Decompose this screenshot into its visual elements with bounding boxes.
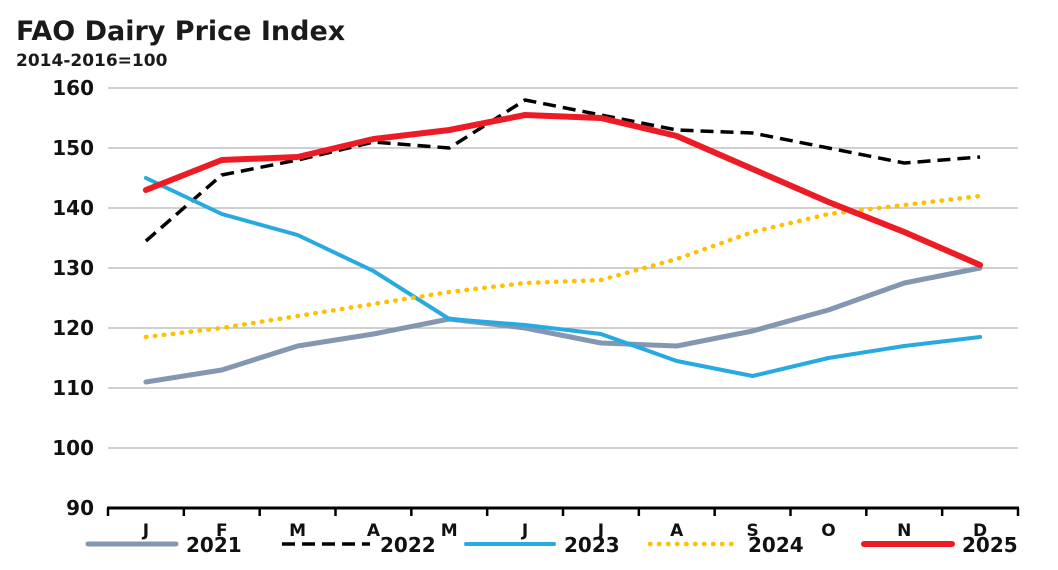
y-tick-label-110: 110: [52, 376, 94, 400]
x-tick-label-12: D: [973, 521, 987, 541]
x-tick-label-1: J: [142, 521, 149, 541]
series-line-2023: [143, 176, 983, 378]
y-tick-label-100: 100: [52, 436, 94, 460]
series-line-2025: [142, 112, 984, 268]
x-tick-label-8: A: [670, 521, 684, 541]
legend-label-2021: 2021: [186, 533, 242, 557]
chart-subtitle: 2014-2016=100: [16, 51, 168, 71]
series-lines: [142, 98, 984, 385]
legend-label-2024: 2024: [748, 533, 804, 557]
y-axis-labels: 90 100 110 120 130 140 150 160: [52, 76, 94, 520]
series-line-2022: [144, 98, 981, 243]
y-tick-label-150: 150: [52, 136, 94, 160]
y-tick-label-90: 90: [66, 496, 94, 520]
x-tick-label-5: M: [441, 521, 458, 541]
legend-item-2024: 2024: [647, 533, 804, 557]
legend: 2021 2022 2023 2024 2025: [85, 533, 1018, 557]
x-tick-label-11: N: [897, 521, 911, 541]
x-tick-label-7: J: [597, 521, 604, 541]
legend-label-2025: 2025: [962, 533, 1018, 557]
x-tick-label-10: O: [821, 521, 835, 541]
x-tick-label-3: M: [289, 521, 306, 541]
series-line-2021: [143, 265, 983, 385]
y-tick-label-120: 120: [52, 316, 94, 340]
x-tick-label-6: J: [521, 521, 528, 541]
y-tick-label-140: 140: [52, 196, 94, 220]
x-tick-label-9: S: [746, 521, 758, 541]
y-tick-label-160: 160: [52, 76, 94, 100]
gridlines: [108, 87, 1018, 449]
legend-item-2023: 2023: [464, 533, 620, 557]
legend-label-2023: 2023: [564, 533, 620, 557]
x-tick-label-2: F: [216, 521, 228, 541]
legend-label-2022: 2022: [380, 533, 436, 557]
x-tick-label-4: A: [367, 521, 381, 541]
chart-title: FAO Dairy Price Index: [16, 16, 345, 47]
series-line-2024: [143, 193, 983, 340]
legend-item-2025: 2025: [861, 533, 1018, 557]
legend-item-2022: 2022: [282, 533, 436, 557]
legend-item-2021: 2021: [85, 533, 242, 557]
y-tick-label-130: 130: [52, 256, 94, 280]
